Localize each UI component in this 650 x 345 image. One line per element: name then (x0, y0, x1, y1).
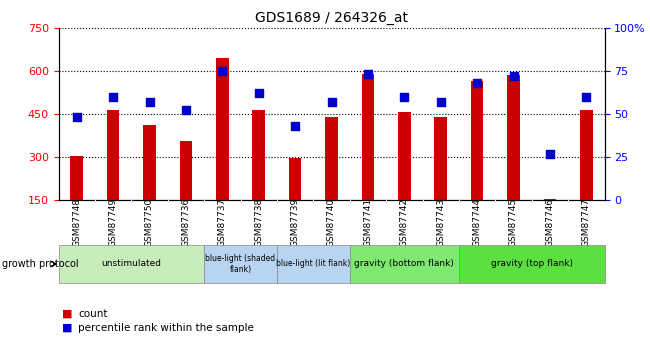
Point (181, 108, 191, 113)
Bar (543, 199, 556, 200)
Bar (107, 110, 120, 200)
Text: gravity (bottom flank): gravity (bottom flank) (354, 259, 454, 268)
Bar (252, 110, 265, 200)
Point (290, 123, 300, 129)
Text: gravity (top flank): gravity (top flank) (491, 259, 573, 268)
Text: GSM87742: GSM87742 (400, 198, 409, 247)
Bar (459, 245, 604, 283)
Text: GSM87738: GSM87738 (254, 198, 263, 247)
Point (144, 99, 155, 105)
Point (217, 68, 228, 73)
Bar (507, 75, 520, 200)
Point (581, 94, 592, 99)
Text: growth protocol: growth protocol (2, 259, 79, 269)
Text: GSM87741: GSM87741 (363, 198, 372, 247)
Text: blue-light (lit flank): blue-light (lit flank) (276, 259, 350, 268)
Bar (179, 141, 192, 200)
Bar (471, 81, 484, 200)
Bar (398, 112, 411, 200)
Text: blue-light (shaded
flank): blue-light (shaded flank) (205, 254, 276, 274)
Text: GSM87743: GSM87743 (436, 198, 445, 247)
Text: GSM87749: GSM87749 (109, 198, 118, 247)
Text: GSM87737: GSM87737 (218, 198, 227, 247)
Point (508, 73, 519, 79)
Text: ■: ■ (62, 323, 72, 333)
Text: GSM87739: GSM87739 (291, 198, 300, 247)
Point (545, 151, 555, 156)
Point (326, 99, 337, 105)
Text: unstimulated: unstimulated (101, 259, 161, 268)
Bar (434, 117, 447, 200)
Text: percentile rank within the sample: percentile rank within the sample (78, 323, 254, 333)
Text: GSM87744: GSM87744 (473, 198, 482, 247)
Title: GDS1689 / 264326_at: GDS1689 / 264326_at (255, 11, 408, 25)
Text: GSM87745: GSM87745 (509, 198, 518, 247)
Text: GSM87748: GSM87748 (72, 198, 81, 247)
Bar (325, 117, 338, 200)
Point (472, 80, 482, 86)
Bar (580, 110, 593, 200)
Bar (204, 245, 277, 283)
Bar (277, 245, 350, 283)
Text: GSM87746: GSM87746 (545, 198, 554, 247)
Text: GSM87736: GSM87736 (181, 198, 190, 247)
Text: ■: ■ (62, 309, 72, 319)
Point (399, 94, 410, 99)
Point (72, 115, 82, 120)
Point (363, 71, 373, 77)
Text: GSM87747: GSM87747 (582, 198, 591, 247)
Bar (58, 245, 204, 283)
Point (108, 94, 118, 99)
Bar (70, 156, 83, 200)
Bar (143, 125, 156, 200)
Point (436, 99, 446, 105)
Bar (289, 158, 302, 200)
Point (254, 90, 264, 96)
Bar (361, 73, 374, 200)
Text: GSM87740: GSM87740 (327, 198, 336, 247)
Bar (350, 245, 459, 283)
Bar (216, 58, 229, 200)
Text: GSM87750: GSM87750 (145, 198, 154, 247)
Text: count: count (78, 309, 107, 319)
